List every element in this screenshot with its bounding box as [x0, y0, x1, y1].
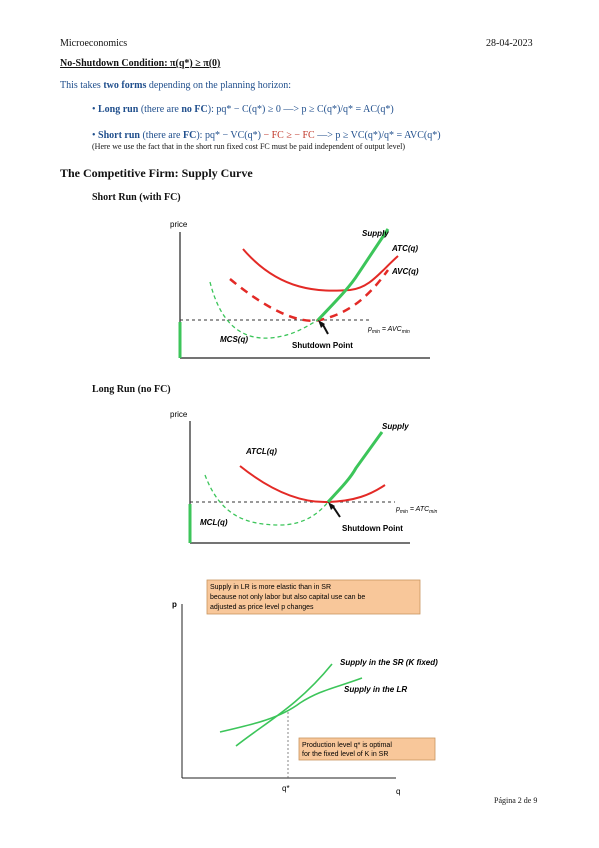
sr-atc-label: ATC(q)	[391, 244, 418, 253]
lr-atcl-label: ATCL(q)	[245, 447, 277, 456]
lr-supply-label: Supply	[382, 422, 409, 431]
q-star-label: q*	[282, 784, 290, 793]
lr-pmin-label: pmin = ATCmin	[395, 506, 437, 515]
lr-supply-curve	[326, 431, 384, 504]
lr-shutdown-label: Shutdown Point	[342, 524, 403, 533]
sr-mc-label: MCS(q)	[220, 335, 248, 344]
sr-avc-label: AVC(q)	[391, 267, 419, 276]
sr-supply-fixed-k-label: Supply in the SR (K fixed)	[340, 658, 438, 667]
lr-shutdown-arrowhead	[328, 502, 335, 510]
shutdown-title: No-Shutdown Condition: π(q*) ≥ π(0)	[60, 58, 221, 69]
short-run-heading: Short Run (with FC)	[92, 192, 181, 203]
sr-atc-curve	[242, 248, 399, 292]
sr-mc-curve	[209, 281, 319, 339]
sr-supply-label: Supply	[362, 229, 389, 238]
bullet-icon: •	[92, 104, 99, 115]
elastic-x-axis-label: q	[396, 787, 400, 796]
optimal-production-note-box	[298, 737, 436, 761]
sr-shutdown-arrowhead	[318, 320, 325, 328]
elasticity-note-box	[206, 579, 421, 615]
optimal-production-note-line-2: for the fixed level of K in SR	[302, 751, 388, 758]
header-subject: Microeconomics	[60, 38, 128, 49]
lr-y-axis-label: price	[170, 410, 188, 419]
elasticity-supply-chart: Supply in LR is more elastic than in SR …	[172, 579, 438, 796]
page-number: Página 2 de 9	[494, 796, 538, 805]
lr-atcl-curve	[239, 465, 386, 504]
sr-supply-fixed-k-curve	[235, 663, 333, 747]
elasticity-note-line-1: Supply in LR is more elastic than in SR	[210, 584, 331, 591]
long-run-bullet: • Long run (there are no FC): pq* − C(q*…	[92, 104, 394, 115]
short-run-bullet: • Short run (there are FC): pq* − VC(q*)…	[92, 130, 441, 141]
optimal-production-note-line-1: Production level q* is optimal	[302, 742, 392, 749]
long-run-heading: Long Run (no FC)	[92, 384, 171, 395]
sr-y-axis-label: price	[170, 220, 188, 229]
lr-supply-elastic-label: Supply in the LR	[344, 685, 407, 694]
short-run-note: (Here we use the fact that in the short …	[92, 142, 406, 151]
sr-pmin-label: pmin = AVCmin	[367, 326, 410, 335]
sr-shutdown-label: Shutdown Point	[292, 341, 353, 350]
section-title: The Competitive Firm: Supply Curve	[60, 166, 253, 180]
elastic-y-axis-label: p	[172, 600, 177, 609]
long-run-supply-chart: price Supply ATCL(q) MCL(q) Shutdown Poi…	[170, 410, 437, 544]
sr-supply-curve	[316, 228, 390, 322]
shutdown-intro: This takes two forms depending on the pl…	[60, 80, 292, 91]
bullet-icon: •	[92, 130, 99, 141]
sr-avc-curve	[229, 269, 390, 322]
elasticity-note-line-3: adjusted as price level p changes	[210, 604, 314, 611]
lr-mc-curve	[204, 474, 329, 526]
lr-mc-label: MCL(q)	[200, 518, 228, 527]
header-date: 28-04-2023	[486, 38, 533, 49]
lr-supply-curve-elastic	[219, 677, 363, 733]
short-run-supply-chart: price Supply ATC(q) AVC(q) MCS(q) Shutdo…	[170, 220, 430, 359]
elasticity-note-line-2: because not only labor but also capital …	[210, 594, 365, 601]
